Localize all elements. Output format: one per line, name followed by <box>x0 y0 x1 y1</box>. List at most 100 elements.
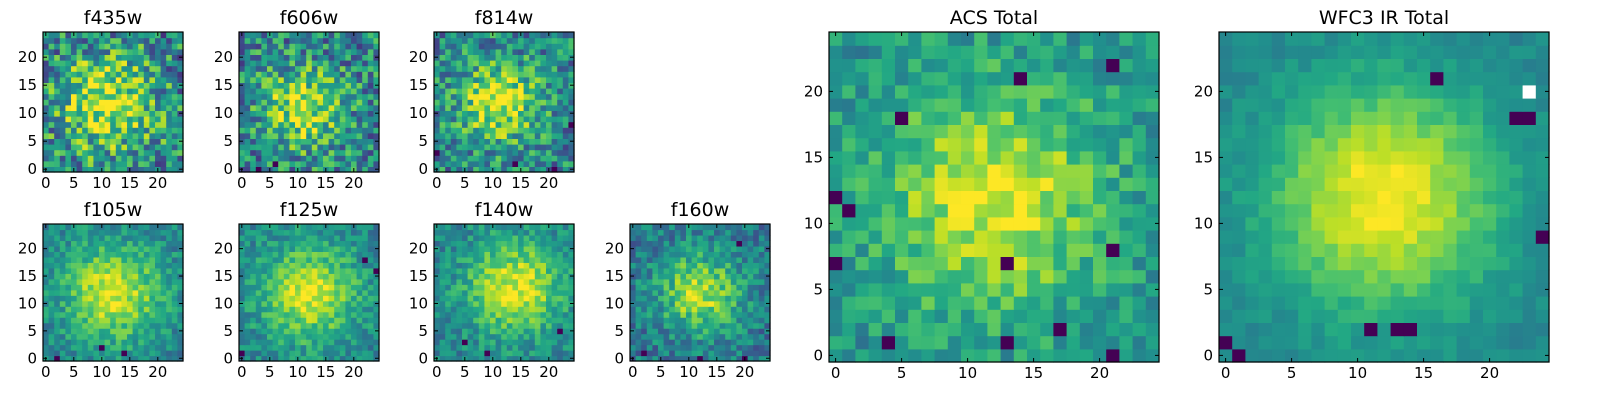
heatmap-cell <box>59 116 66 123</box>
heatmap-cell <box>138 138 145 145</box>
heatmap-cell <box>506 144 513 151</box>
heatmap-cell <box>110 278 117 285</box>
heatmap-cell <box>512 144 519 151</box>
heatmap-cell <box>121 37 128 44</box>
heatmap-cell <box>48 262 55 269</box>
heatmap-cell <box>121 110 128 117</box>
heatmap-cell <box>166 71 173 78</box>
heatmap-cell <box>551 328 558 335</box>
heatmap-cell <box>76 234 83 242</box>
heatmap-cell <box>551 60 558 67</box>
heatmap-cell <box>529 317 536 324</box>
heatmap-cell <box>143 344 150 351</box>
heatmap-cell <box>328 155 335 162</box>
heatmap-cell <box>255 350 262 357</box>
heatmap-cell <box>439 149 446 156</box>
heatmap-cell <box>59 328 66 335</box>
heatmap-cell <box>747 355 754 362</box>
heatmap-cell <box>71 43 78 50</box>
heatmap-cell <box>758 344 765 351</box>
heatmap-cell <box>747 311 754 318</box>
heatmap-cell <box>439 48 446 55</box>
heatmap-cell <box>1132 309 1147 323</box>
heatmap-cell <box>462 149 469 156</box>
heatmap-cell <box>764 224 771 231</box>
heatmap-cell <box>334 339 341 346</box>
heatmap-cell <box>445 284 452 291</box>
heatmap-cell <box>328 37 335 44</box>
heatmap-cell <box>306 295 313 302</box>
heatmap-cell <box>445 240 452 247</box>
heatmap-cell <box>652 256 659 263</box>
heatmap-cell <box>708 317 715 324</box>
heatmap-cell <box>244 32 251 39</box>
heatmap-cell <box>323 289 330 296</box>
heatmap-cell <box>367 267 374 274</box>
heatmap-cell <box>373 224 380 231</box>
heatmap-cell <box>534 355 541 362</box>
heatmap-cell <box>244 306 251 313</box>
heatmap-cell <box>71 60 78 67</box>
heatmap-cell <box>373 104 380 111</box>
heatmap-cell <box>278 350 285 357</box>
heatmap-cell <box>506 48 513 55</box>
heatmap-cell <box>1027 190 1041 205</box>
heatmap-cell <box>523 138 530 145</box>
heatmap-cell <box>138 144 145 151</box>
x-tick-label: 5 <box>460 363 470 381</box>
heatmap-cell <box>87 32 94 39</box>
heatmap-cell <box>467 256 474 263</box>
heatmap-cell <box>317 262 324 269</box>
heatmap-cell <box>356 71 363 78</box>
heatmap-cell <box>473 93 480 100</box>
heatmap-cell <box>1027 216 1041 231</box>
heatmap-cell <box>456 138 463 145</box>
heatmap-cell <box>351 149 358 156</box>
heatmap-cell <box>261 43 268 50</box>
heatmap-cell <box>462 54 469 61</box>
heatmap-cell <box>714 344 721 351</box>
heatmap-cell <box>467 43 474 50</box>
heatmap-cell <box>546 127 553 134</box>
heatmap-cell <box>456 229 463 236</box>
heatmap-cell <box>921 150 936 165</box>
heatmap-cell <box>48 234 55 242</box>
heatmap-cell <box>568 65 575 72</box>
heatmap-cell <box>261 160 268 167</box>
heatmap-cell <box>54 166 61 173</box>
heatmap-cell <box>115 149 122 156</box>
heatmap-cell <box>686 333 693 340</box>
heatmap-cell <box>138 317 145 324</box>
heatmap-cell <box>523 99 530 106</box>
heatmap-cell <box>300 127 307 134</box>
heatmap-cell <box>339 306 346 313</box>
heatmap-cell <box>272 289 279 296</box>
heatmap-cell <box>450 240 457 247</box>
heatmap-cell <box>65 262 72 269</box>
heatmap-cell <box>99 99 106 106</box>
heatmap-cell <box>1027 203 1041 218</box>
heatmap-cell <box>317 149 324 156</box>
heatmap-cell <box>278 267 285 274</box>
heatmap-cell <box>674 278 681 285</box>
heatmap-cell <box>450 339 457 346</box>
heatmap-cell <box>523 355 530 362</box>
heatmap-cell <box>367 355 374 362</box>
heatmap-cell <box>742 234 749 242</box>
heatmap-cell <box>501 234 508 242</box>
heatmap-cell <box>881 230 896 244</box>
heatmap-cell <box>317 344 324 351</box>
heatmap-cell <box>138 160 145 167</box>
heatmap-cell <box>317 155 324 162</box>
heatmap-cell <box>501 240 508 247</box>
heatmap-cell <box>557 88 564 95</box>
heatmap-cell <box>473 76 480 83</box>
heatmap-cell <box>764 350 771 357</box>
heatmap-cell <box>697 234 704 242</box>
heatmap-cell <box>356 76 363 83</box>
heatmap-cell <box>345 82 352 89</box>
heatmap-cell <box>132 99 139 106</box>
heatmap-cell <box>714 350 721 357</box>
heatmap-cell <box>562 149 569 156</box>
heatmap-cell <box>104 295 111 302</box>
